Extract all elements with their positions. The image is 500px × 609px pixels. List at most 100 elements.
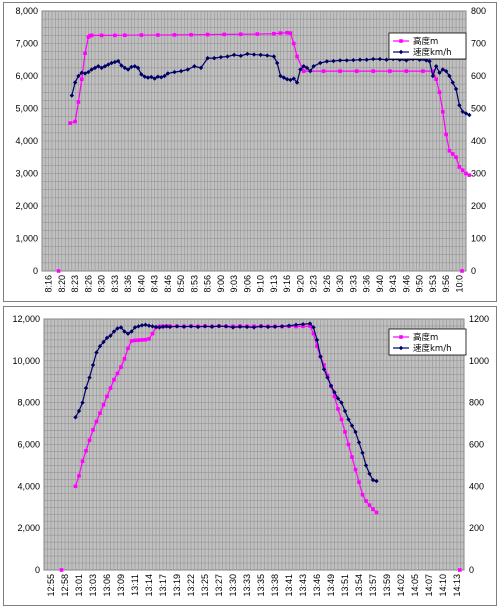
data-point	[152, 76, 157, 81]
data-point	[288, 77, 293, 83]
data-point	[112, 59, 118, 65]
data-point	[157, 325, 162, 330]
x-tick-label: 9:56	[441, 275, 451, 293]
grid-lines	[43, 318, 465, 571]
y-right-tick-label: 100	[471, 234, 486, 244]
data-point	[356, 440, 362, 445]
data-point	[68, 121, 72, 125]
data-point	[467, 173, 472, 177]
data-point	[363, 463, 369, 468]
data-point	[325, 375, 330, 380]
x-tick-label: 9:13	[269, 275, 279, 293]
data-point	[139, 323, 145, 328]
data-point	[164, 324, 169, 329]
data-point	[111, 329, 117, 334]
data-point	[237, 324, 243, 329]
data-point	[321, 367, 327, 372]
data-point	[457, 103, 462, 108]
data-point	[300, 322, 306, 327]
data-point	[222, 32, 226, 37]
data-point	[106, 62, 111, 67]
data-point	[286, 323, 292, 328]
data-point	[126, 346, 130, 351]
y-left-tick-label: 6,000	[17, 440, 40, 450]
data-point	[80, 400, 85, 405]
data-point	[288, 31, 293, 35]
data-point	[335, 396, 341, 401]
data-point	[304, 65, 310, 71]
data-point	[79, 77, 84, 82]
data-point	[149, 74, 154, 80]
data-point	[314, 337, 320, 343]
data-point	[79, 70, 84, 75]
data-point	[150, 324, 155, 329]
data-point	[457, 165, 462, 169]
data-point	[72, 80, 78, 85]
y-right-tick-label: 300	[471, 169, 486, 179]
data-point	[101, 402, 106, 407]
x-tick-label: 13:06	[102, 574, 112, 597]
data-point	[77, 474, 81, 478]
data-point	[339, 400, 344, 405]
chart-panel-top: 0 1,000 2,000 3,000 4,000 5,000 6,000 7,000 8,00…	[3, 2, 497, 302]
x-tick-label: 13:01	[74, 574, 84, 597]
x-tick-label: 8:36	[123, 275, 133, 293]
data-point	[153, 324, 159, 330]
x-tick-label: 13:30	[228, 574, 238, 597]
data-point	[370, 477, 376, 483]
data-point	[119, 63, 124, 68]
data-point	[311, 325, 316, 330]
data-point	[265, 53, 270, 58]
data-point	[244, 324, 250, 330]
data-point	[159, 75, 164, 80]
x-tick-label: 9:26	[322, 275, 332, 293]
data-point	[332, 394, 337, 399]
data-point	[271, 54, 277, 59]
y-right-tick-label: 800	[471, 6, 486, 16]
x-tick-label: 8:30	[97, 275, 107, 293]
data-point	[123, 33, 127, 38]
data-point	[143, 322, 148, 328]
data-point	[174, 324, 180, 329]
data-point	[89, 33, 94, 38]
data-point	[274, 60, 280, 66]
x-tick-label: 8:20	[57, 275, 67, 293]
x-tick-label: 8:53	[189, 275, 199, 293]
x-tick-label: 8:56	[203, 275, 213, 293]
data-point	[231, 52, 237, 58]
y-left-tick-label: 1,000	[15, 234, 38, 244]
x-tick-label: 13:11	[130, 574, 140, 596]
x-tick-label: 13:25	[200, 574, 210, 597]
x-tick-label: 8:43	[150, 275, 160, 293]
x-tick-label: 9:46	[401, 275, 411, 293]
data-point	[101, 339, 106, 345]
data-point	[102, 64, 108, 69]
data-point	[346, 442, 351, 447]
data-point	[318, 60, 323, 66]
data-point	[73, 484, 78, 489]
x-tick-label: 13:03	[88, 574, 98, 597]
x-tick-label: 9:36	[362, 275, 372, 293]
data-point	[198, 65, 204, 71]
y-left-tick-label: 7,000	[15, 39, 38, 49]
data-point	[458, 568, 462, 572]
data-point	[293, 322, 299, 328]
data-point	[460, 109, 465, 114]
data-point	[467, 112, 472, 118]
data-point	[298, 67, 303, 72]
data-point	[367, 471, 372, 476]
data-point	[279, 324, 285, 329]
data-point	[281, 75, 287, 80]
data-point	[104, 335, 110, 341]
data-point	[195, 324, 201, 330]
data-point	[336, 407, 340, 411]
data-point	[454, 155, 458, 160]
data-point	[311, 331, 316, 336]
legend-label: 速度km/h	[413, 343, 451, 354]
data-point	[83, 51, 87, 56]
data-point	[374, 510, 379, 515]
data-point	[147, 337, 151, 341]
data-point	[115, 371, 120, 376]
data-point	[135, 65, 141, 71]
